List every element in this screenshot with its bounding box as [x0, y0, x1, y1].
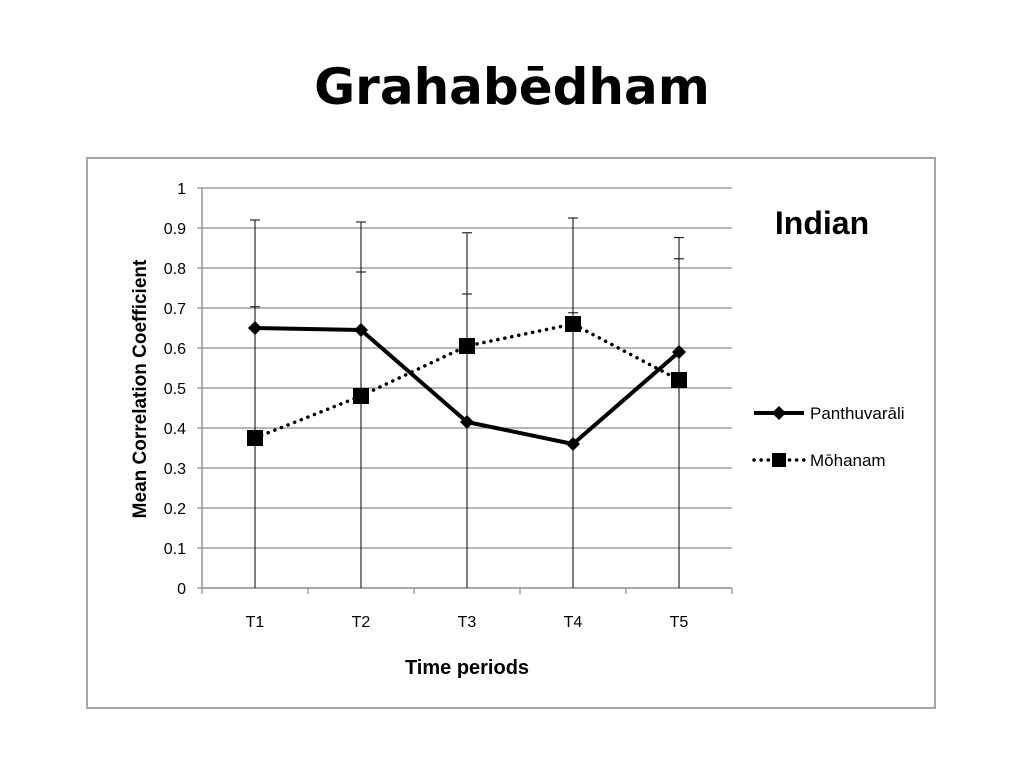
- data-point-diamond: [248, 321, 262, 335]
- data-point-diamond: [460, 415, 474, 429]
- data-point-square: [459, 338, 475, 354]
- y-tick-label: 0.2: [164, 501, 186, 518]
- x-tick-label: T1: [246, 614, 265, 631]
- y-tick-label: 0.6: [164, 341, 186, 358]
- data-point-diamond: [672, 345, 686, 359]
- data-point-square: [247, 430, 263, 446]
- x-tick-label: T4: [564, 614, 583, 631]
- chart-frame: 0 0.1 0.2 0.3 0.4 0.5 0.6 0.7 0.8 0.9 1 T1 T2 T3 T4 T5 …: [86, 157, 936, 709]
- x-axis-label: Time periods: [405, 657, 529, 679]
- data-point-diamond: [354, 323, 368, 337]
- axes: 0 0.1 0.2 0.3 0.4 0.5 0.6 0.7 0.8 0.9 1 T1 T2 T3 T4 T5: [164, 181, 733, 631]
- y-tick-label: 0.7: [164, 301, 186, 318]
- error-bars: [250, 217, 684, 588]
- y-tick-label: 0.1: [164, 541, 186, 558]
- legend-label: Mōhanam: [810, 451, 886, 470]
- legend-marker-square: [772, 453, 786, 467]
- y-tick-label: 0.3: [164, 461, 186, 478]
- legend-label: Panthuvarāli: [810, 404, 905, 423]
- y-tick-label: 0.4: [164, 421, 186, 438]
- slide-title: Grahabēdham: [314, 58, 710, 116]
- y-tick-label: 1: [177, 181, 186, 198]
- y-tick-label: 0.5: [164, 381, 186, 398]
- data-point-square: [353, 388, 369, 404]
- x-tick-label: T3: [458, 614, 477, 631]
- y-tick-label: 0.9: [164, 221, 186, 238]
- legend: Panthuvarāli Mōhanam: [752, 404, 905, 470]
- chart-labels: Indian Time periods Mean Correlation Coe…: [130, 205, 869, 679]
- y-axis-label: Mean Correlation Coefficient: [130, 259, 151, 518]
- x-tick-label: T2: [352, 614, 371, 631]
- y-tick-label: 0.8: [164, 261, 186, 278]
- data-point-diamond: [566, 437, 580, 451]
- legend-marker-diamond: [772, 406, 786, 420]
- data-point-square: [565, 316, 581, 332]
- y-tick-label: 0: [177, 581, 186, 598]
- chart-title: Indian: [775, 205, 869, 241]
- data-point-square: [671, 372, 687, 388]
- series-markers: [247, 316, 687, 451]
- x-tick-label: T5: [670, 614, 689, 631]
